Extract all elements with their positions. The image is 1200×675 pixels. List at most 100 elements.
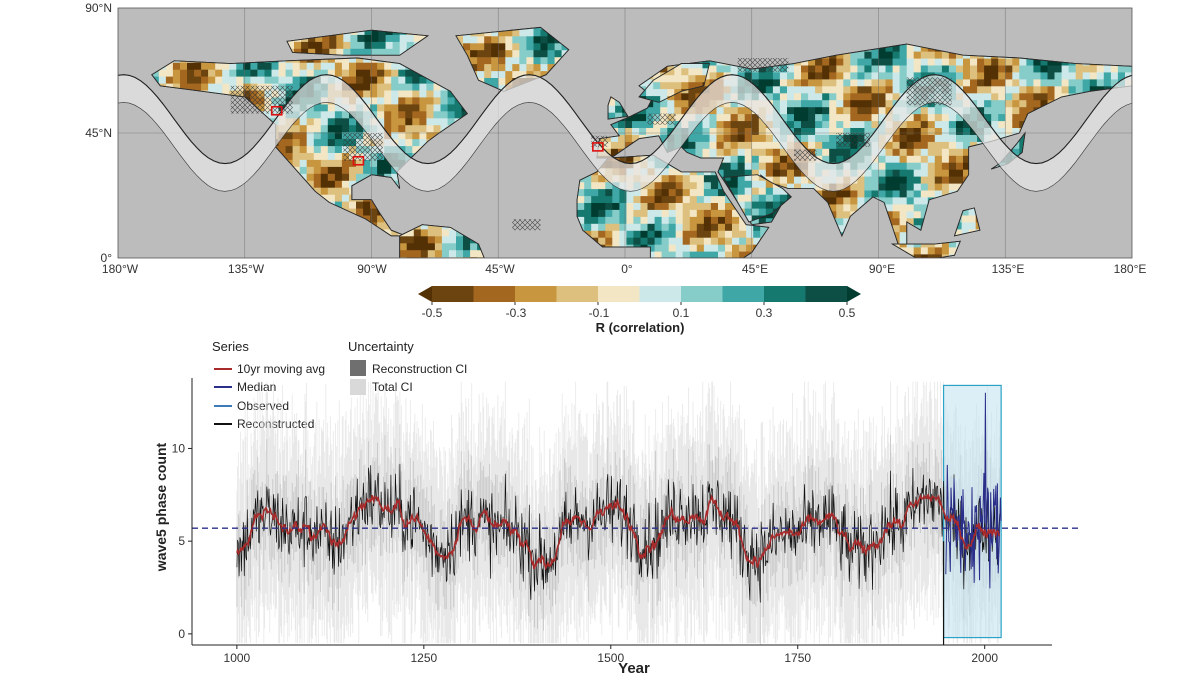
land-cell xyxy=(363,69,371,77)
land-cell xyxy=(306,110,315,119)
land-cell xyxy=(899,127,908,135)
land-cell xyxy=(737,162,746,170)
total-ci-segment xyxy=(507,459,509,634)
land-cell xyxy=(1005,120,1013,128)
land-cell xyxy=(257,62,265,70)
land-cell xyxy=(640,223,649,231)
land-cell xyxy=(640,188,649,197)
land-cell xyxy=(787,71,795,80)
land-cell xyxy=(384,159,392,167)
total-ci-segment xyxy=(379,421,381,606)
land-cell xyxy=(399,41,408,49)
land-cell xyxy=(920,253,929,258)
total-ci-segment xyxy=(353,432,355,583)
land-cell xyxy=(341,166,350,174)
land-cell xyxy=(808,71,816,80)
total-ci-segment xyxy=(240,462,242,644)
total-ci-segment xyxy=(389,460,391,635)
land-cell xyxy=(668,195,677,203)
land-cell xyxy=(612,202,620,210)
land-cell xyxy=(626,202,634,210)
land-cell xyxy=(661,223,670,231)
land-cell xyxy=(426,124,434,133)
land-cell xyxy=(737,201,746,209)
land-cell xyxy=(391,69,399,77)
land-cell xyxy=(165,69,174,77)
land-cell xyxy=(215,69,223,77)
land-cell xyxy=(668,209,677,217)
total-ci-segment xyxy=(391,453,393,644)
land-cell xyxy=(779,176,788,184)
land-cell xyxy=(991,58,999,66)
land-cell xyxy=(829,106,837,115)
land-cell xyxy=(285,62,294,70)
land-cell xyxy=(695,85,703,94)
land-cell xyxy=(208,62,216,70)
land-cell xyxy=(313,166,322,174)
land-cell xyxy=(1012,113,1020,122)
total-ci-segment xyxy=(323,419,325,596)
land-cell xyxy=(961,228,970,236)
land-cell xyxy=(801,99,809,108)
land-cell xyxy=(526,70,534,78)
land-cell xyxy=(984,92,992,101)
land-cell xyxy=(913,58,922,66)
land-cell xyxy=(364,48,373,56)
land-cell xyxy=(920,106,929,115)
land-cell xyxy=(836,127,844,135)
land-cell xyxy=(829,85,837,94)
land-cell xyxy=(779,162,788,170)
land-cell xyxy=(688,134,696,142)
land-cell xyxy=(349,173,357,181)
total-ci-segment xyxy=(386,432,388,622)
land-cell xyxy=(968,221,977,230)
land-cell xyxy=(668,244,677,252)
land-cell xyxy=(710,209,719,217)
land-cell xyxy=(871,176,880,184)
land-cell xyxy=(730,180,739,188)
total-ci-segment xyxy=(256,439,258,619)
land-cell xyxy=(998,127,1006,135)
total-ci-segment xyxy=(524,418,526,609)
land-cell xyxy=(956,169,964,177)
land-cell xyxy=(843,51,851,59)
land-cell xyxy=(850,99,858,108)
land-cell xyxy=(647,237,656,245)
total-ci-segment xyxy=(381,432,383,637)
land-cell xyxy=(892,224,901,233)
land-cell xyxy=(547,42,556,51)
land-cell xyxy=(420,256,429,258)
land-cell xyxy=(899,71,908,80)
land-cell xyxy=(913,162,922,170)
land-cell xyxy=(1019,113,1027,122)
land-cell xyxy=(647,181,656,190)
land-cell xyxy=(695,127,703,135)
land-cell xyxy=(605,230,613,238)
land-cell xyxy=(667,67,675,76)
land-cell xyxy=(864,92,872,101)
land-cell xyxy=(306,166,315,174)
land-cell xyxy=(654,223,663,231)
land-cell xyxy=(718,195,726,203)
total-ci-segment xyxy=(464,435,466,624)
land-cell xyxy=(822,148,830,156)
land-cell xyxy=(427,228,436,237)
land-cell xyxy=(991,113,999,122)
land-cell xyxy=(1019,99,1027,108)
land-cell xyxy=(419,131,427,140)
land-cell xyxy=(299,124,308,133)
land-cell xyxy=(433,83,442,91)
land-cell xyxy=(702,134,711,142)
land-cell xyxy=(320,180,329,188)
land-cell xyxy=(584,209,592,217)
total-ci-segment xyxy=(514,442,516,622)
total-ci-segment xyxy=(314,432,316,597)
land-cell xyxy=(598,230,606,238)
land-cell xyxy=(180,83,188,91)
land-cell xyxy=(718,188,726,197)
land-cell xyxy=(447,89,456,98)
land-cell xyxy=(187,69,195,77)
land-cell xyxy=(519,70,527,78)
land-cell xyxy=(681,81,689,90)
land-cell xyxy=(505,49,513,58)
